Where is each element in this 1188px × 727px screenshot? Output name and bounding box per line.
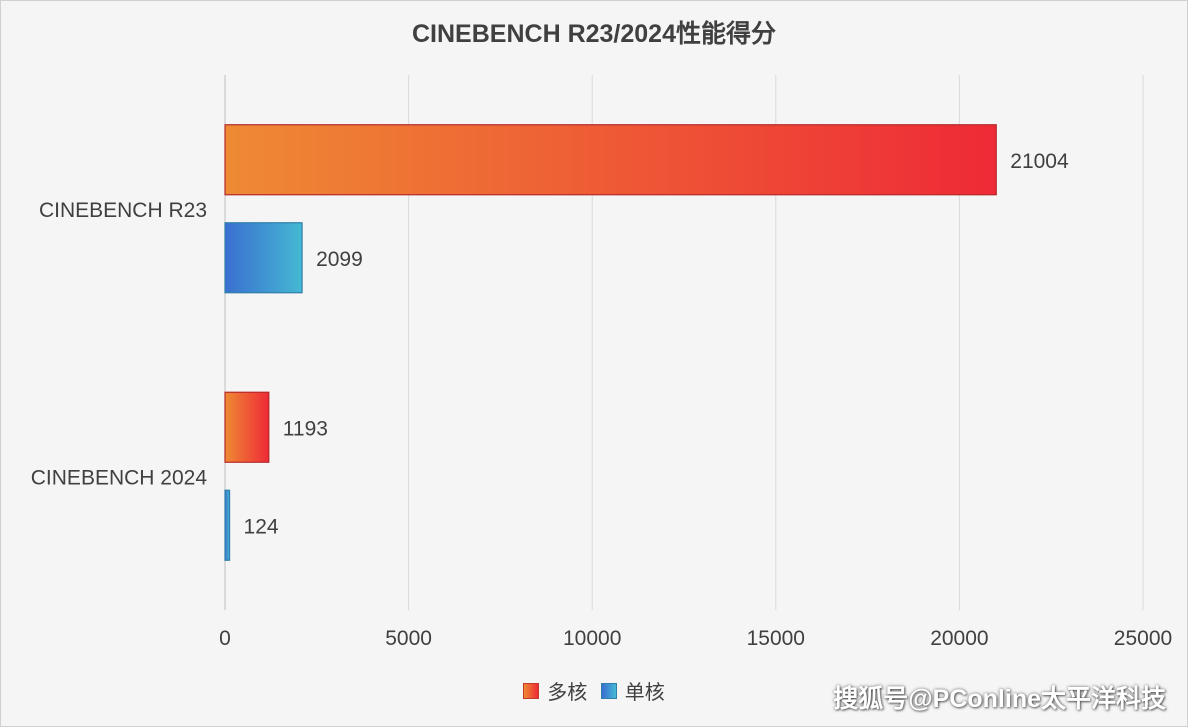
watermark: 搜狐号@PConline太平洋科技 [833,685,1166,713]
x-tick-label-0: 0 [219,627,231,650]
x-tick-label-20000: 20000 [930,627,988,650]
x-tick-label-15000: 15000 [747,627,805,650]
legend-label-single: 单核 [624,682,665,704]
legend-label-multi: 多核 [547,682,588,704]
bar-1-1 [224,489,231,561]
bar-layer [224,124,997,561]
legend: 多核 单核 [0,676,1188,705]
data-label-1-0: 2099 [316,248,363,271]
bar-1-0 [224,222,303,294]
legend-swatch-multi [523,682,540,699]
legend-item-single: 单核 [600,676,665,705]
category-label-0: CINEBENCH R23 [39,199,207,222]
data-label-0-1: 1193 [283,417,328,440]
bar-0-1 [224,391,270,463]
label-layer: 0 5000 10000 15000 20000 25000 CINEBENCH R23 21… [31,150,1172,650]
category-label-1: CINEBENCH 2024 [31,466,208,489]
x-tick-label-10000: 10000 [563,627,621,650]
legend-item-multi: 多核 [523,676,587,705]
x-tick-label-5000: 5000 [385,627,432,650]
bar-0-0 [224,124,997,196]
chart-title: CINEBENCH R23/2024性能得分 [412,20,776,48]
x-tick-label-25000: 25000 [1114,627,1172,650]
legend-swatch-single [600,682,617,699]
data-label-1-1: 124 [244,515,279,538]
data-label-0-0: 21004 [1010,150,1069,173]
